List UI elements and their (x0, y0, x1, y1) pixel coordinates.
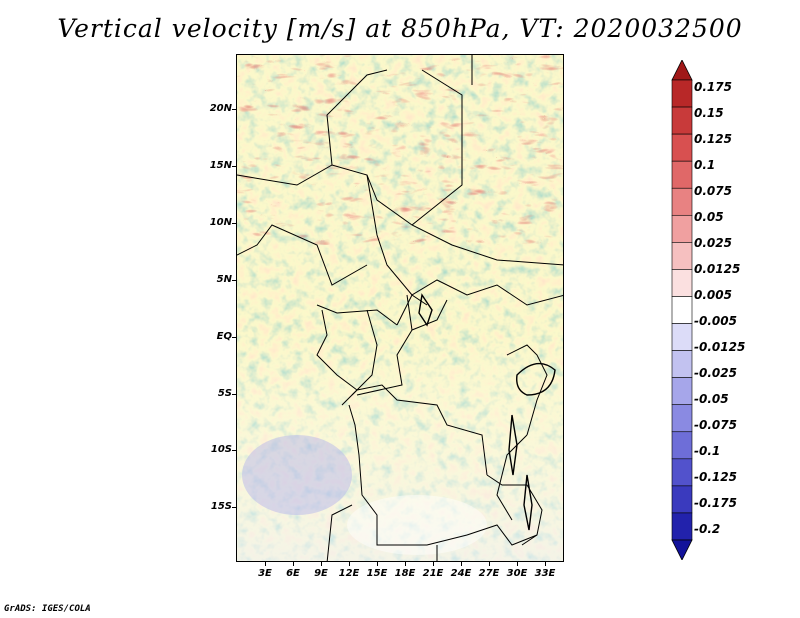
lon-label-27e: 27E (478, 568, 500, 579)
colorbar-label: -0.005 (694, 314, 737, 328)
colorbar-label: 0.05 (694, 210, 724, 224)
lon-tick (377, 562, 378, 566)
lon-tick (405, 562, 406, 566)
colorbar-bin (671, 431, 693, 460)
colorbar-bin (671, 377, 693, 406)
colorbar-bin (671, 323, 693, 351)
colorbar-bin (671, 160, 693, 189)
colorbar-label: -0.2 (694, 522, 721, 536)
lat-tick (232, 166, 236, 167)
lat-label-15n: 15N (209, 160, 232, 171)
colorbar-bin (671, 404, 693, 433)
colorbar (671, 60, 693, 560)
lon-tick (321, 562, 322, 566)
lon-tick (545, 562, 546, 566)
lat-label-eq: EQ (216, 331, 232, 342)
colorbar-tip-top (671, 60, 693, 81)
colorbar-label: -0.075 (694, 418, 737, 432)
lon-tick (265, 562, 266, 566)
lat-label-15s: 15S (210, 501, 232, 512)
colorbar-label: 0.175 (694, 80, 732, 94)
colorbar-label: 0.075 (694, 184, 732, 198)
map-panel (236, 54, 564, 562)
colorbar-bin (671, 512, 693, 541)
colorbar-label: -0.0125 (694, 340, 746, 354)
colorbar-label: -0.05 (694, 392, 729, 406)
colorbar-bin (671, 269, 693, 297)
lat-tick (232, 337, 236, 338)
lon-label-15e: 15E (366, 568, 388, 579)
colorbar-bin (671, 350, 693, 378)
lat-label-5s: 5S (217, 388, 232, 399)
colorbar-label: 0.15 (694, 106, 724, 120)
colorbar-bin (671, 133, 693, 162)
plot-title: Vertical velocity [m/s] at 850hPa, VT: 2… (57, 14, 743, 43)
lat-tick (232, 394, 236, 395)
colorbar-bin (671, 214, 693, 243)
lon-tick (517, 562, 518, 566)
lon-label-24e: 24E (450, 568, 472, 579)
colorbar-bin (671, 187, 693, 216)
lat-tick (232, 280, 236, 281)
lon-tick (293, 562, 294, 566)
colorbar-label: -0.025 (694, 366, 737, 380)
lon-tick (489, 562, 490, 566)
lon-label-21e: 21E (422, 568, 444, 579)
lon-tick (433, 562, 434, 566)
lon-label-3e: 3E (258, 568, 272, 579)
colorbar-label: 0.1 (694, 158, 716, 172)
colorbar-bin (671, 106, 693, 135)
map-field (237, 55, 563, 561)
lon-tick (461, 562, 462, 566)
lat-label-10s: 10S (210, 444, 232, 455)
lat-tick (232, 450, 236, 451)
lon-label-6e: 6E (286, 568, 300, 579)
lat-tick (232, 507, 236, 508)
colorbar-label: 0.0125 (694, 262, 741, 276)
colorbar-tip-bottom (671, 539, 693, 560)
colorbar-bin (671, 296, 693, 324)
colorbar-label: -0.125 (694, 470, 737, 484)
footer-credit: GrADS: IGES/COLA (4, 604, 91, 614)
colorbar-label: -0.1 (694, 444, 721, 458)
colorbar-bin (671, 458, 693, 487)
lon-label-18e: 18E (394, 568, 416, 579)
lat-label-10n: 10N (209, 217, 232, 228)
lat-tick (232, 109, 236, 110)
lat-tick (232, 223, 236, 224)
lon-label-9e: 9E (314, 568, 328, 579)
lon-label-30e: 30E (506, 568, 528, 579)
lat-label-20n: 20N (209, 103, 232, 114)
colorbar-bin (671, 79, 693, 108)
colorbar-label: 0.025 (694, 236, 732, 250)
colorbar-bin (671, 242, 693, 270)
colorbar-label: 0.125 (694, 132, 732, 146)
colorbar-bin (671, 485, 693, 514)
lon-tick (349, 562, 350, 566)
colorbar-label: -0.175 (694, 496, 737, 510)
lon-label-33e: 33E (534, 568, 556, 579)
colorbar-label: 0.005 (694, 288, 732, 302)
lat-label-5n: 5N (216, 274, 232, 285)
lon-label-12e: 12E (338, 568, 360, 579)
